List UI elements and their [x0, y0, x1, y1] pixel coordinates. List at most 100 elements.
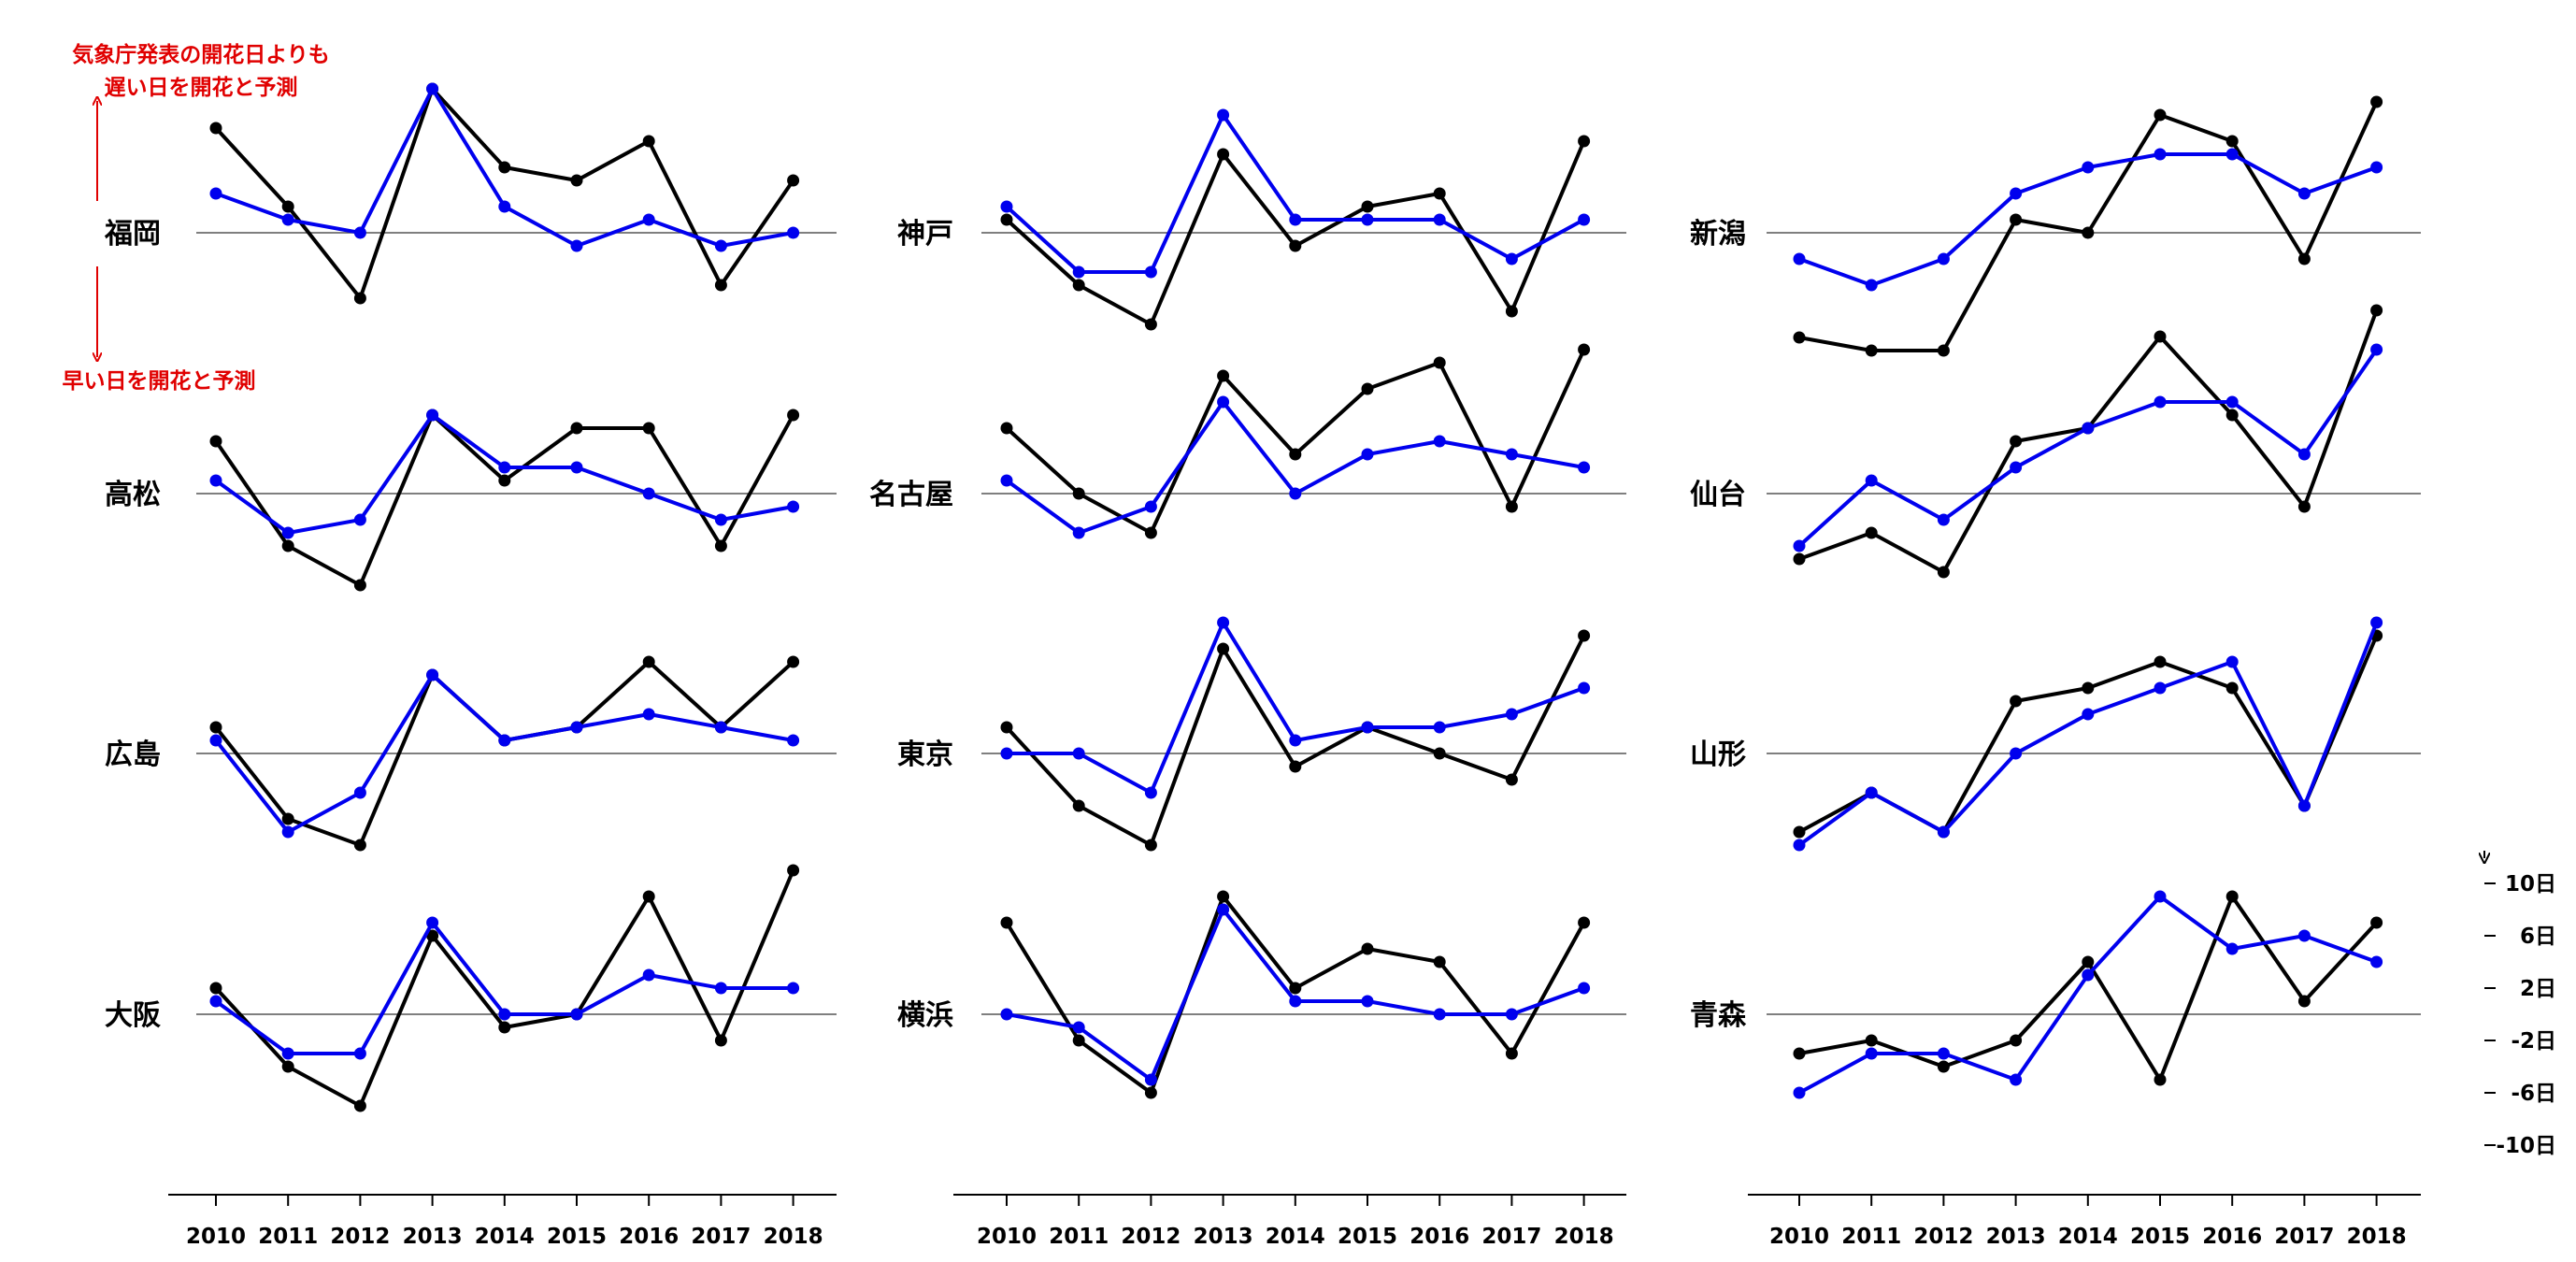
observed-point [1144, 318, 1157, 331]
predicted-point [2297, 929, 2311, 942]
x-tick-label: 2013 [403, 1225, 463, 1249]
observed-point [714, 279, 727, 292]
observed-point [1578, 629, 1591, 642]
predicted-point [2010, 1073, 2023, 1086]
later-annotation-line1: 気象庁発表の開花日よりも [72, 42, 330, 67]
observed-point [209, 982, 222, 995]
predicted-point [1865, 1047, 1878, 1060]
observed-point [281, 200, 294, 213]
observed-point [1000, 422, 1013, 435]
observed-point [1217, 642, 1230, 655]
panel-青森: 青森 [1690, 890, 2421, 1099]
x-tick-label: 2015 [1338, 1225, 1397, 1249]
predicted-point [1144, 1073, 1157, 1086]
predicted-point [2370, 343, 2383, 356]
predicted-point [1000, 1008, 1013, 1021]
y-tick-label: -10日 [2496, 1134, 2556, 1158]
city-label: 神戸 [897, 218, 953, 251]
predicted-point [2225, 942, 2239, 955]
observed-point [1433, 187, 1446, 200]
observed-point [426, 929, 439, 942]
city-label: 仙台 [1690, 479, 1746, 511]
panel-仙台: 仙台 [1690, 304, 2421, 579]
city-label: 新潟 [1690, 218, 1746, 251]
observed-point [1505, 305, 1518, 318]
predicted-point [2010, 187, 2023, 200]
observed-point [1361, 942, 1374, 955]
predicted-point [281, 1047, 294, 1060]
predicted-point [1072, 747, 1085, 760]
observed-point [2154, 655, 2167, 668]
predicted-point [1865, 786, 1878, 799]
x-tick-label: 2013 [1194, 1225, 1253, 1249]
predicted-point [714, 513, 727, 526]
predicted-point [1361, 721, 1374, 734]
observed-point [2297, 995, 2311, 1008]
predicted-point [2082, 161, 2095, 174]
x-tick-label: 2018 [1554, 1225, 1614, 1249]
x-tick-label: 2016 [2202, 1225, 2262, 1249]
observed-point [1578, 343, 1591, 356]
predicted-series-line [1798, 895, 2378, 1095]
predicted-point [1361, 995, 1374, 1008]
predicted-point [2297, 799, 2311, 812]
predicted-point [714, 721, 727, 734]
observed-series-line [1798, 101, 2379, 352]
x-tick-label: 2010 [1769, 1225, 1829, 1249]
observed-point [1865, 344, 1878, 357]
predicted-point [1793, 1086, 1806, 1099]
observed-point [2370, 95, 2383, 108]
predicted-point [2370, 955, 2383, 968]
predicted-point [281, 526, 294, 539]
observed-point [1433, 955, 1446, 968]
x-tick-label: 2011 [1049, 1225, 1109, 1249]
predicted-point [2154, 681, 2167, 695]
predicted-point [209, 995, 222, 1008]
x-axis-column-3: 2010 2011 2012 2013 2014 2015 2016 2017 2018 [1748, 1194, 2421, 1249]
x-tick-label: 2015 [2130, 1225, 2190, 1249]
panel-大阪: 大阪 [105, 864, 837, 1112]
observed-point [2082, 681, 2095, 695]
observed-point [2154, 330, 2167, 343]
predicted-point [2370, 161, 2383, 174]
predicted-point [426, 409, 439, 422]
predicted-point [570, 239, 583, 252]
predicted-point [1289, 995, 1302, 1008]
predicted-point [1289, 213, 1302, 226]
observed-point [1505, 500, 1518, 513]
predicted-point [2154, 148, 2167, 161]
predicted-series-line [1005, 400, 1584, 535]
observed-point [2082, 955, 2095, 968]
predicted-point [1937, 252, 1950, 265]
predicted-point [353, 226, 366, 239]
panel-東京: 東京 [897, 616, 1626, 852]
observed-point [1793, 825, 1806, 839]
predicted-series-line [1798, 152, 2378, 287]
predicted-point [570, 721, 583, 734]
x-axes: 2010 2011 2012 2013 2014 2015 2016 2017 2018 2010… [168, 1194, 2421, 1249]
predicted-point [498, 734, 511, 747]
observed-point [498, 1021, 511, 1034]
predicted-point [2297, 187, 2311, 200]
predicted-point [353, 1047, 366, 1060]
predicted-point [1217, 395, 1230, 409]
predicted-point [642, 213, 655, 226]
observed-point [1793, 331, 1806, 344]
observed-point [1289, 760, 1302, 773]
predicted-point [353, 786, 366, 799]
observed-point [1865, 526, 1878, 539]
observed-point [570, 174, 583, 187]
predicted-point [1144, 786, 1157, 799]
x-tick-label: 2017 [1481, 1225, 1541, 1249]
city-label: 東京 [897, 739, 953, 771]
observed-point [1433, 356, 1446, 369]
x-tick-label: 2012 [1121, 1225, 1181, 1249]
observed-point [1072, 487, 1085, 500]
observed-point [209, 435, 222, 448]
observed-point [2010, 435, 2023, 448]
observed-point [1433, 747, 1446, 760]
x-axis-column-2: 2010 2011 2012 2013 2014 2015 2016 2017 2018 [953, 1194, 1626, 1249]
predicted-point [570, 461, 583, 474]
observed-point [353, 839, 366, 852]
panel-福岡: 福岡 [104, 82, 837, 305]
